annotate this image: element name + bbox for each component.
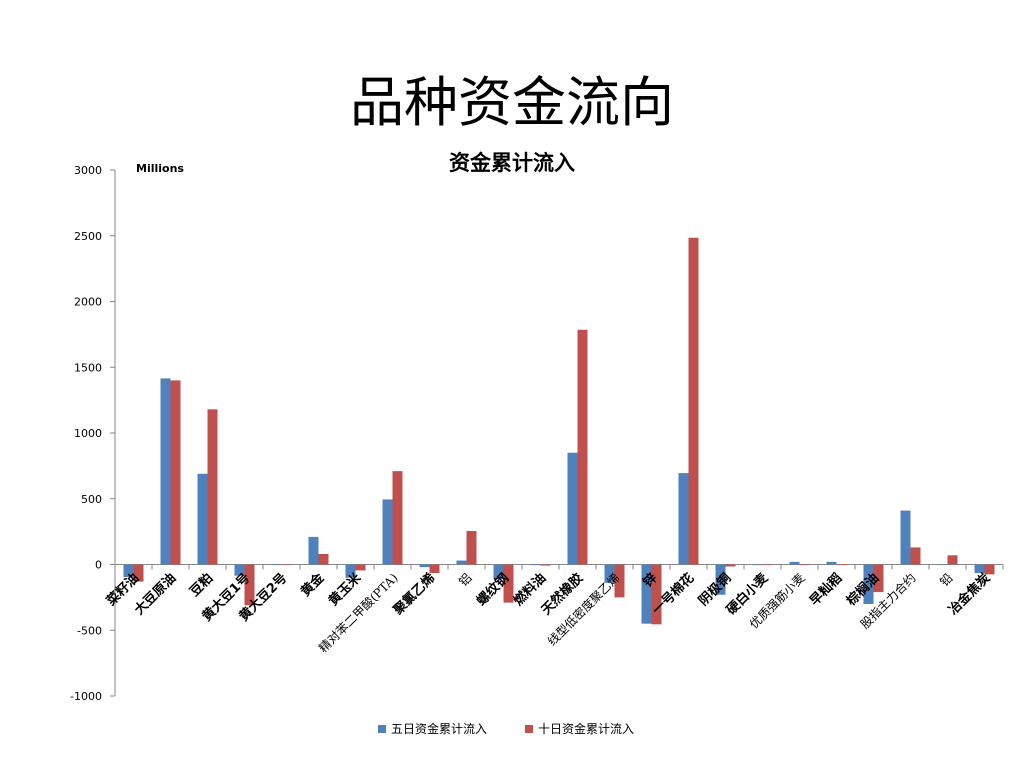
bar-ten-day: [133, 564, 144, 582]
bar-ten-day: [281, 564, 292, 566]
bar-five-day: [678, 473, 689, 565]
bar-ten-day: [762, 564, 773, 566]
category-label: 黄金: [298, 569, 328, 599]
bar-five-day: [900, 510, 911, 565]
bar-five-day: [382, 499, 393, 565]
category-label: 早籼稻: [806, 570, 845, 609]
y-tick-label: 0: [95, 559, 102, 572]
bar-ten-day: [725, 564, 736, 567]
bar-five-day: [197, 473, 208, 565]
bar-five-day: [530, 564, 541, 566]
y-tick-label: 500: [81, 493, 102, 506]
bar-five-day: [863, 564, 874, 604]
bar-ten-day: [429, 564, 440, 574]
bar-ten-day: [318, 553, 329, 565]
y-tick-label: 1500: [74, 361, 102, 374]
bar-ten-day: [355, 564, 366, 571]
category-label: 豆粕: [187, 570, 217, 600]
category-label: 铝: [456, 570, 475, 589]
bar-five-day: [123, 564, 134, 577]
bar-five-day: [567, 452, 578, 565]
bar-ten-day: [392, 471, 403, 565]
bar-five-day: [160, 378, 171, 565]
bar-five-day: [641, 564, 652, 624]
category-label: 铅: [937, 571, 955, 589]
legend-label: 五日资金累计流入: [391, 721, 487, 736]
bar-ten-day: [799, 564, 810, 566]
y-tick-label: -500: [77, 624, 102, 637]
bar-five-day: [715, 564, 726, 595]
bar-five-day: [234, 564, 245, 576]
bar-five-day: [752, 564, 763, 566]
category-label: 冶金焦炭: [945, 570, 993, 618]
bar-ten-day: [910, 547, 921, 565]
bar-ten-day: [540, 564, 551, 566]
legend-swatch: [525, 725, 533, 733]
bar-five-day: [345, 564, 356, 578]
bar-five-day: [826, 561, 837, 565]
unit-label: Millions: [136, 162, 184, 175]
bar-ten-day: [688, 237, 699, 565]
bar-ten-day: [466, 530, 477, 565]
y-tick-label: 2000: [74, 296, 102, 309]
legend-label: 十日资金累计流入: [538, 721, 634, 736]
bar-five-day: [974, 564, 985, 574]
bar-ten-day: [207, 409, 218, 565]
bar-ten-day: [873, 564, 884, 593]
bar-ten-day: [984, 564, 995, 575]
y-tick-label: 3000: [74, 164, 102, 177]
bar-five-day: [493, 564, 504, 579]
bar-ten-day: [503, 564, 514, 603]
bar-five-day: [456, 560, 467, 565]
bar-five-day: [604, 564, 615, 583]
bar-ten-day: [651, 564, 662, 625]
bar-ten-day: [577, 329, 588, 565]
bar-five-day: [308, 536, 319, 565]
bar-five-day: [789, 561, 800, 565]
bar-five-day: [937, 564, 948, 566]
bar-ten-day: [836, 564, 847, 566]
y-tick-label: 2500: [74, 230, 102, 243]
bar-ten-day: [170, 380, 181, 565]
bar-ten-day: [947, 555, 958, 565]
chart-title: 资金累计流入: [449, 151, 575, 175]
y-tick-label: -1000: [70, 690, 102, 703]
bar-five-day: [419, 564, 430, 568]
legend-swatch: [378, 725, 386, 733]
bar-ten-day: [614, 564, 625, 598]
bar-ten-day: [244, 564, 255, 606]
slide-title: 品种资金流向: [350, 71, 674, 134]
y-tick-label: 1000: [74, 427, 102, 440]
bar-five-day: [271, 564, 282, 566]
